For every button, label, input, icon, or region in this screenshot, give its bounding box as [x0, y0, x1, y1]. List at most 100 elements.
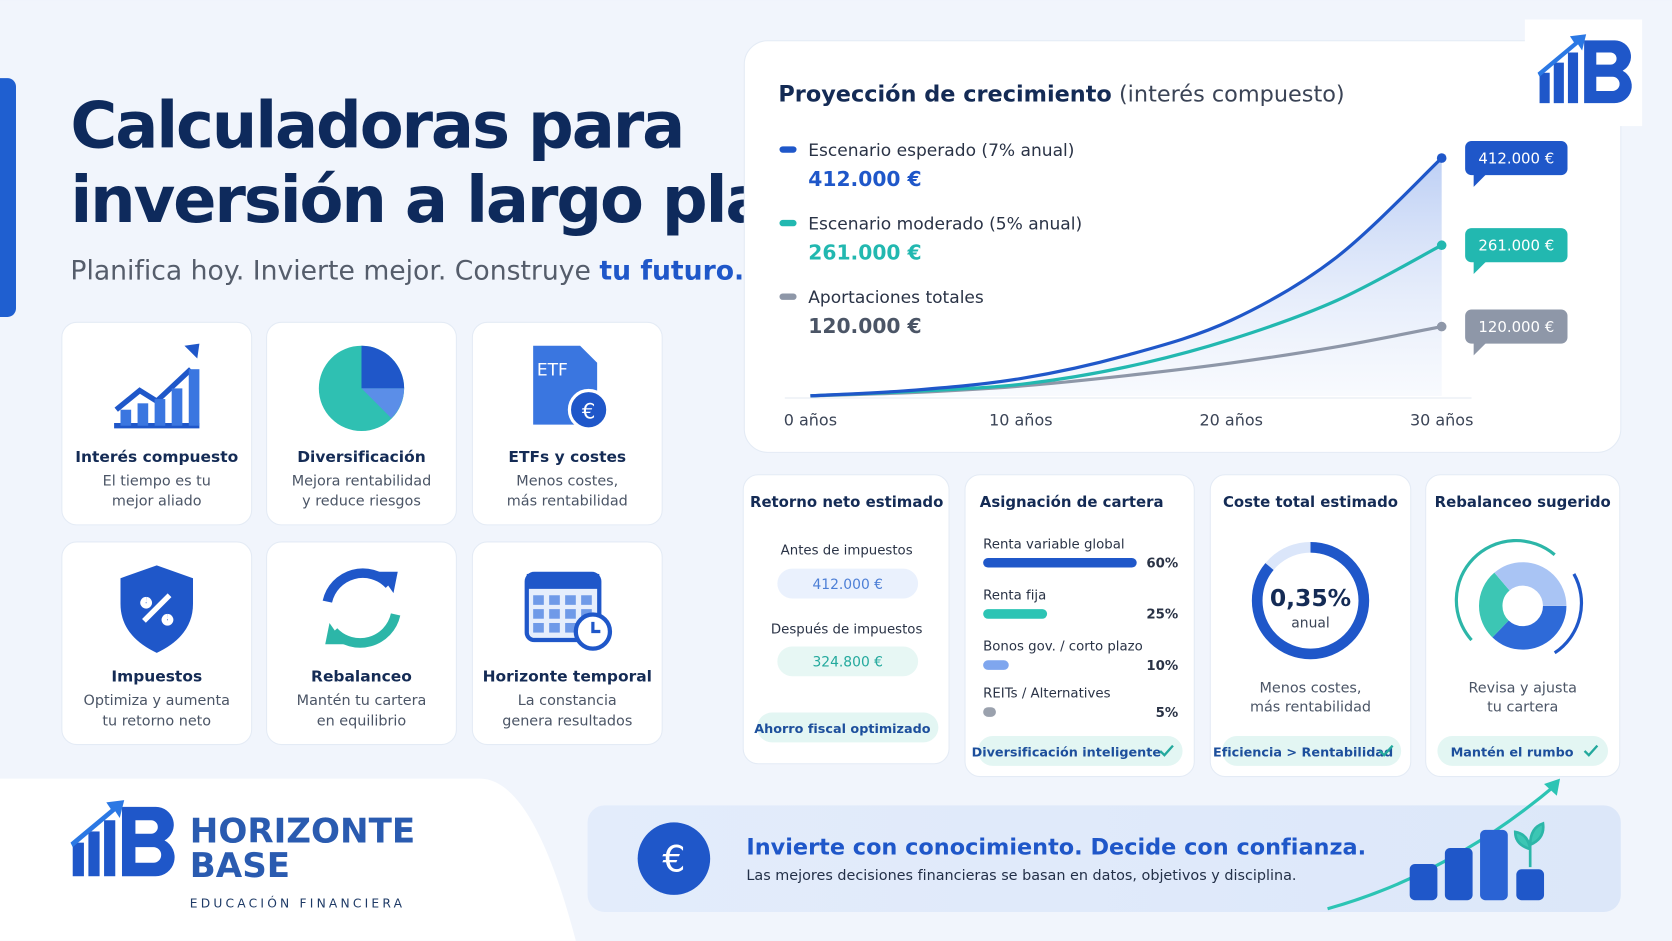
callout-tail [1473, 261, 1487, 275]
title: Calculadoras para [70, 89, 683, 163]
allocation-bar [983, 557, 1137, 568]
icon-cell [565, 595, 576, 605]
banner-text: Las mejores decisiones financieras se ba… [746, 868, 1296, 884]
icon [591, 621, 601, 634]
feature-title: Horizonte temporal [483, 668, 652, 686]
feature-text: Mejora rentabilidad [292, 473, 431, 489]
area [810, 158, 1442, 396]
icon-cell [565, 609, 576, 619]
icon [325, 622, 345, 645]
brand-name: BASE [190, 846, 290, 886]
feature-text: tu retorno neto [102, 713, 211, 729]
icon-cell [565, 622, 576, 633]
coins-illustration [1327, 778, 1561, 911]
panel-title: Coste total estimado [1223, 493, 1398, 511]
badge-text: Mantén el rumbo [1451, 745, 1574, 760]
allocation-label: 5% [1156, 706, 1179, 721]
callout [1465, 228, 1568, 263]
badge [1437, 736, 1609, 766]
allocation-bar [983, 609, 1048, 619]
data-label: 120.000 € [1478, 318, 1554, 336]
icon-bar [137, 403, 149, 426]
feature-text: Optimiza y aumenta [84, 693, 230, 709]
accent-bar [0, 78, 16, 317]
subtitle: Planifica hoy. Invierte mejor. Construye… [70, 256, 744, 287]
chart: 0 años 10 años 20 años 30 años 120.000 € Apor… [779, 141, 1568, 430]
panel-text: Menos costes, [1260, 680, 1362, 696]
allocation-bar [983, 707, 996, 717]
check [1378, 744, 1394, 757]
feature-text: El tiempo es tu [103, 473, 211, 489]
panel-text: tu cartera [1487, 699, 1558, 715]
allocation-bar [983, 660, 1009, 670]
badge-text: Eficiencia > Rentabilidad [1213, 745, 1393, 760]
legend-value: 120.000 € [808, 314, 921, 338]
feature-text: y reduce riesgos [302, 494, 421, 510]
panel [742, 474, 950, 765]
feature-title: Interés compuesto [75, 448, 238, 466]
legend-value: 412.000 € [808, 167, 921, 191]
callout-tail [1473, 342, 1487, 356]
item-value: 324.800 € [812, 655, 883, 671]
cost-value: 0,35% [1270, 584, 1351, 612]
chart-title: Proyección de crecimiento (interés compu… [778, 82, 1344, 108]
feature-title: Rebalanceo [311, 668, 412, 686]
x-tick-label: 10 años [989, 411, 1052, 430]
x-tick-label: 20 años [1200, 411, 1263, 430]
banner-icon [637, 822, 711, 895]
icon-cell [581, 595, 592, 605]
icon-bar [120, 409, 132, 426]
icon [184, 343, 200, 359]
allocation-name: REITs / Alternatives [983, 687, 1110, 702]
badge-text: Diversificación inteligente [972, 745, 1162, 760]
icon-bar [188, 369, 200, 426]
chart-subtitle: (interés compuesto) [1119, 82, 1345, 108]
feature-icon [524, 571, 613, 651]
legend-marker [779, 219, 797, 227]
feature-text: más rentabilidad [507, 494, 628, 510]
icon-text: ETF [537, 361, 568, 381]
icon [526, 573, 600, 589]
item-label: Antes de impuestos [781, 544, 913, 559]
allocation-label: 25% [1146, 608, 1178, 623]
callout [1465, 309, 1568, 344]
item-value: 412.000 € [812, 577, 883, 593]
feature-icon [318, 345, 405, 432]
check [1583, 744, 1599, 757]
title: inversión a largo plazo [70, 164, 843, 238]
allocation-name: Bonos gov. / corto plazo [983, 640, 1143, 655]
allocation-label: 60% [1146, 557, 1178, 572]
brand-tagline: EDUCACIÓN FINANCIERA [190, 896, 405, 911]
item-label: Después de impuestos [771, 622, 923, 638]
feature-icon [322, 568, 401, 648]
icon-bar [171, 388, 183, 426]
allocation-label: 10% [1146, 659, 1178, 674]
feature-text: Mantén tu cartera [297, 693, 427, 709]
panel-text: más rentabilidad [1250, 699, 1371, 715]
allocation-name: Renta fija [983, 589, 1046, 604]
banner-headline: Invierte con conocimiento. Decide con co… [746, 834, 1366, 860]
legend-label: Escenario esperado (7% anual) [808, 141, 1074, 161]
feature-title: ETFs y costes [508, 448, 626, 466]
end-point [1436, 240, 1447, 251]
badge [757, 712, 939, 743]
check [1159, 744, 1174, 757]
badge-text: Ahorro fiscal optimizado [754, 722, 931, 737]
panel [1425, 474, 1621, 778]
subtitle-text: Planifica hoy. Invierte mejor. Construye [70, 256, 591, 287]
chart-title-text: Proyección de crecimiento [778, 82, 1111, 108]
icon-bar [154, 399, 166, 426]
data-label: 412.000 € [1478, 149, 1554, 167]
icon-text: € [582, 399, 596, 424]
icon-cell [549, 622, 560, 633]
feature-title: Impuestos [111, 668, 202, 686]
brand-logo [70, 800, 175, 877]
icon-cell [549, 595, 560, 605]
icon-cell [533, 622, 544, 633]
allocation-bars: Renta variable global 60% Renta fija 25% Bon… [983, 537, 1179, 721]
feature-text: mejor aliado [112, 494, 202, 510]
icon [361, 345, 405, 389]
data-label: 261.000 € [1478, 237, 1554, 255]
value-pill [777, 646, 919, 677]
